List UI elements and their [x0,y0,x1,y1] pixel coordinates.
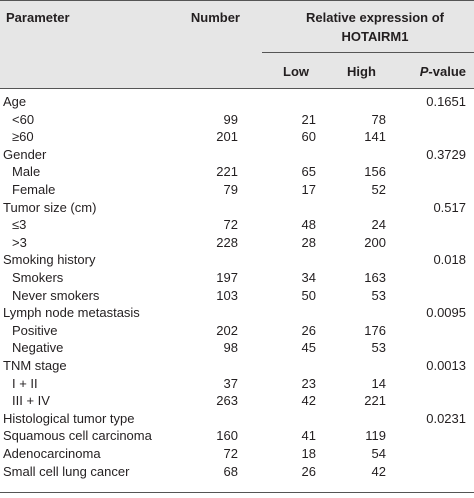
row-number: 72 [223,446,238,461]
row-low: 50 [301,287,316,303]
row-param: I + II [12,375,38,391]
row-p: 0.018 [433,252,466,268]
row-number: 98 [223,340,238,356]
header-p-letter: P [419,64,429,79]
row-p: 0.517 [433,199,466,215]
row-high: 52 [371,182,386,197]
row-low: 60 [301,129,316,145]
row-low: 26 [301,463,316,479]
row-high: 24 [371,217,386,233]
header-low: Low [283,64,309,79]
row-high: 42 [371,463,386,479]
row-low: 65 [301,164,316,180]
header-relative-expression: Relative expression of [306,10,444,25]
row-param: Age [3,94,27,109]
row-low: 21 [301,111,316,127]
header-bottom-rule [0,88,474,89]
row-param: Lymph node metastasis [3,305,140,321]
row-low: 17 [301,182,316,197]
row-number: 68 [223,463,238,479]
row-p: 0.3729 [426,146,466,162]
row-number: 197 [216,270,238,285]
row-number: 79 [223,182,238,197]
row-high: 14 [371,375,386,391]
row-number: 103 [216,287,238,303]
row-high: 176 [364,322,386,338]
row-param: ≤3 [12,217,27,233]
row-number: 221 [216,164,238,180]
header-parameter: Parameter [6,10,70,25]
row-number: 99 [223,111,238,127]
row-high: 53 [371,340,386,356]
row-high: 78 [371,111,386,127]
row-low: 26 [301,322,316,338]
row-p: 0.0231 [426,410,466,426]
row-param: Never smokers [12,287,100,303]
top-rule [0,0,474,1]
row-p: 0.0095 [426,305,466,321]
row-param: Smokers [12,270,64,285]
row-param: Female [12,182,56,197]
row-high: 200 [364,234,386,250]
row-high: 163 [364,270,386,285]
row-param: Positive [12,322,58,338]
row-number: 201 [216,129,238,145]
row-number: 72 [223,217,238,233]
row-low: 28 [301,234,316,250]
row-low: 48 [301,217,316,233]
row-param: >3 [12,234,27,250]
row-param: <60 [12,111,35,127]
row-param: Tumor size (cm) [3,199,97,215]
row-high: 53 [371,287,386,303]
header-high: High [347,64,376,79]
row-number: 160 [216,428,238,444]
header-subrule [262,52,474,53]
row-high: 54 [371,446,386,461]
row-low: 18 [301,446,316,461]
row-high: 156 [364,164,386,180]
row-number: 37 [223,375,238,391]
row-param: Male [12,164,41,180]
row-param: Negative [12,340,64,356]
row-p: 0.1651 [426,94,466,109]
row-param: ≥60 [12,129,34,145]
header-p-suffix: -value [428,64,466,79]
row-param: Adenocarcinoma [3,446,101,461]
row-low: 42 [301,393,316,409]
row-p: 0.0013 [426,358,466,373]
row-param: Gender [3,146,47,162]
header-background [0,0,474,88]
row-number: 228 [216,234,238,250]
row-high: 221 [364,393,386,409]
row-low: 23 [301,375,316,391]
row-param: III + IV [12,393,50,409]
row-number: 263 [216,393,238,409]
header-p-value: P-value [396,64,466,80]
row-number: 202 [216,322,238,338]
row-high: 141 [364,129,386,145]
row-param: Small cell lung cancer [3,463,130,479]
row-param: Squamous cell carcinoma [3,428,152,444]
header-number: Number [190,10,240,25]
row-low: 45 [301,340,316,356]
row-param: TNM stage [3,358,67,373]
bottom-rule [0,492,474,493]
row-param: Histological tumor type [3,410,135,426]
row-high: 119 [365,428,386,444]
row-param: Smoking history [3,252,96,268]
row-low: 34 [301,270,316,285]
row-low: 41 [301,428,316,444]
header-gene: HOTAIRM1 [341,29,409,44]
